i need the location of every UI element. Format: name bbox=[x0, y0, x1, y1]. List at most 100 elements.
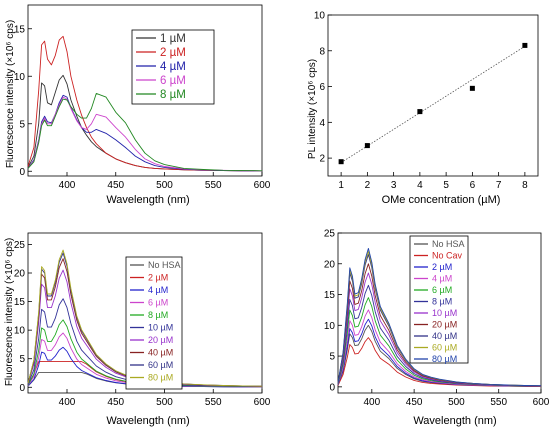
legend-label-bottom-right: 8 µM bbox=[432, 297, 452, 307]
series-line-bottom-right bbox=[337, 247, 542, 387]
legend-label-bottom-right: 4 µM bbox=[432, 274, 452, 284]
x-axis-label-top-left: Wavelength (nm) bbox=[106, 194, 189, 206]
y-tick-label-bottom-left: 20 bbox=[14, 269, 26, 280]
legend-label-bottom-left: 10 µM bbox=[148, 323, 173, 333]
y-tick-label-bottom-right: 10 bbox=[324, 321, 336, 332]
x-tick-label-top-left: 500 bbox=[156, 180, 173, 191]
y-tick-label-bottom-right: 15 bbox=[324, 290, 336, 301]
legend-box-bottom-left bbox=[125, 256, 183, 390]
x-tick-label-top-right: 8 bbox=[522, 180, 528, 191]
axes-frame-bottom-left bbox=[27, 232, 263, 394]
axes-frame-top-left bbox=[27, 4, 263, 177]
y-tick-label-top-right: 2 bbox=[319, 154, 325, 165]
plot-area-top-right: 1 2 3 4 5 6 7 8 2 4 6 8 10 bbox=[314, 11, 539, 191]
panel-bottom-right: 400 450 500 550 600 0 5 10 15 20 25 No HSA No Cav2 … bbox=[324, 229, 550, 428]
series-line-top-left bbox=[27, 35, 263, 172]
y-tick-label-bottom-left: 15 bbox=[14, 297, 26, 308]
legend-label-top-left: 4 µM bbox=[160, 61, 186, 73]
x-tick-label-bottom-right: 550 bbox=[490, 397, 507, 408]
x-tick-label-bottom-left: 400 bbox=[59, 397, 76, 408]
legend-label-bottom-left: 6 µM bbox=[148, 298, 168, 308]
legend-label-bottom-left: 60 µM bbox=[148, 360, 173, 370]
x-tick-label-top-left: 600 bbox=[254, 180, 271, 191]
y-tick-label-bottom-right: 5 bbox=[329, 352, 335, 363]
data-point bbox=[338, 159, 344, 165]
y-tick-label-top-left: 15 bbox=[14, 24, 26, 35]
panel-top-right: 1 2 3 4 5 6 7 8 2 4 6 8 10 OMe concentration (µM) PL… bbox=[307, 11, 539, 206]
y-tick-label-bottom-left: 25 bbox=[14, 240, 26, 251]
y-tick-label-top-left: 10 bbox=[14, 72, 26, 83]
y-tick-label-top-right: 8 bbox=[319, 46, 325, 57]
x-tick-label-top-right: 3 bbox=[391, 180, 397, 191]
legend-label-bottom-right: 10 µM bbox=[432, 308, 457, 318]
legend-label-bottom-left: 40 µM bbox=[148, 348, 173, 358]
y-tick-label-top-right: 4 bbox=[319, 118, 325, 129]
plot-area-top-left: 400 450 500 550 600 0 5 10 15 bbox=[14, 4, 271, 191]
legend-label-bottom-left: No HSA bbox=[148, 260, 181, 270]
y-tick-label-bottom-left: 5 bbox=[19, 354, 25, 365]
legend-box-top-left bbox=[131, 29, 215, 105]
y-tick-label-bottom-right: 25 bbox=[324, 229, 336, 240]
fit-line bbox=[340, 45, 526, 163]
x-tick-label-top-right: 7 bbox=[496, 180, 502, 191]
legend-label-bottom-right: 80 µM bbox=[432, 354, 457, 364]
series-line-bottom-right bbox=[337, 337, 542, 387]
y-tick-label-bottom-right: 20 bbox=[324, 259, 336, 270]
legend-label-top-left: 6 µM bbox=[160, 75, 186, 87]
series-line-top-left bbox=[27, 94, 263, 172]
y-axis-label-bottom-left: Fluorescence intensity (×10⁶ cps) bbox=[4, 238, 15, 386]
legend-label-bottom-right: 60 µM bbox=[432, 343, 457, 353]
legend-label-bottom-left: 20 µM bbox=[148, 335, 173, 345]
y-axis-label-top-left: Fluorescence intensity (×10⁶ cps) bbox=[5, 20, 16, 168]
y-tick-label-top-left: 0 bbox=[19, 167, 25, 178]
x-tick-label-bottom-right: 500 bbox=[448, 397, 465, 408]
data-point bbox=[469, 85, 475, 91]
x-axis-label-bottom-right: Wavelength (nm) bbox=[413, 415, 496, 427]
legend-label-bottom-right: 6 µM bbox=[432, 285, 452, 295]
series-line-top-left bbox=[27, 96, 263, 172]
x-tick-label-top-right: 5 bbox=[443, 180, 449, 191]
legend-label-bottom-left: 2 µM bbox=[148, 273, 168, 283]
legend-label-top-left: 8 µM bbox=[160, 89, 186, 101]
y-tick-label-bottom-left: 10 bbox=[14, 326, 26, 337]
legend-label-bottom-right: No Cav bbox=[432, 251, 463, 261]
x-tick-label-bottom-left: 500 bbox=[156, 397, 173, 408]
x-tick-label-bottom-right: 400 bbox=[363, 397, 380, 408]
panel-bottom-left: 400 450 500 550 600 0 5 10 15 20 25 No HSA 2 µM 4 µM… bbox=[4, 232, 271, 427]
x-tick-label-top-left: 450 bbox=[107, 180, 124, 191]
x-tick-label-bottom-right: 450 bbox=[406, 397, 423, 408]
legend-label-bottom-left: 4 µM bbox=[148, 285, 168, 295]
x-tick-label-bottom-left: 450 bbox=[107, 397, 124, 408]
y-tick-label-top-right: 6 bbox=[319, 82, 325, 93]
x-axis-label-top-right: OMe concentration (µM) bbox=[382, 194, 501, 206]
legend-label-bottom-left: 80 µM bbox=[148, 373, 173, 383]
legend-label-bottom-right: 40 µM bbox=[432, 331, 457, 341]
axes-frame-top-right bbox=[327, 14, 539, 177]
x-tick-label-bottom-left: 600 bbox=[254, 397, 271, 408]
data-point bbox=[364, 143, 370, 149]
x-tick-label-top-right: 6 bbox=[470, 180, 476, 191]
x-axis-label-bottom-left: Wavelength (nm) bbox=[106, 415, 189, 427]
panel-top-left: 400 450 500 550 600 0 5 10 15 1 µM 2 µM 4 µM 6 µM 8 … bbox=[5, 4, 271, 206]
data-point bbox=[522, 42, 528, 48]
y-tick-label-top-left: 5 bbox=[19, 119, 25, 130]
series-line-top-left bbox=[27, 92, 263, 172]
legend-top-left: 1 µM 2 µM 4 µM 6 µM 8 µM bbox=[131, 29, 215, 105]
legend-label-top-left: 1 µM bbox=[160, 33, 186, 45]
x-tick-label-top-left: 400 bbox=[59, 180, 76, 191]
x-tick-label-top-left: 550 bbox=[205, 180, 222, 191]
x-tick-label-top-right: 4 bbox=[417, 180, 423, 191]
legend-label-top-left: 2 µM bbox=[160, 47, 186, 59]
x-tick-label-bottom-left: 550 bbox=[205, 397, 222, 408]
x-tick-label-top-right: 2 bbox=[365, 180, 371, 191]
axes-frame-bottom-right bbox=[337, 232, 542, 394]
legend-box-bottom-right bbox=[409, 235, 469, 364]
legend-label-bottom-right: 20 µM bbox=[432, 320, 457, 330]
y-tick-label-bottom-right: 0 bbox=[329, 382, 335, 393]
x-tick-label-top-right: 1 bbox=[338, 180, 344, 191]
legend-label-bottom-right: No HSA bbox=[432, 239, 465, 249]
x-tick-label-bottom-right: 600 bbox=[533, 397, 550, 408]
legend-label-bottom-right: 2 µM bbox=[432, 262, 452, 272]
